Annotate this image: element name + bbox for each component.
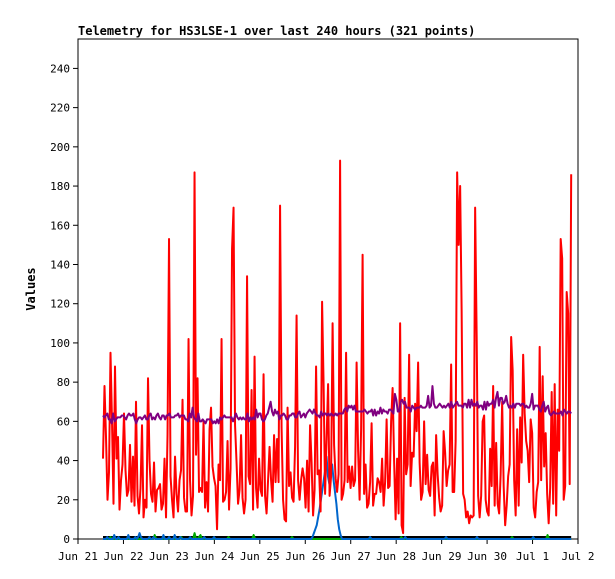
- chart-title: Telemetry for HS3LSE-1 over last 240 hou…: [78, 24, 475, 38]
- y-axis-label: Values: [24, 267, 38, 310]
- y-tick-label: 120: [50, 298, 70, 311]
- y-tick-label: 160: [50, 219, 70, 232]
- y-tick-label: 20: [57, 494, 70, 507]
- x-tick-label: Jun 28: [376, 550, 416, 563]
- y-tick-label: 80: [57, 376, 70, 389]
- y-axis: 0 20 40 60 80 100 120 140 160 180 200 220 240: [50, 62, 78, 546]
- x-axis: Jun 21 Jun 22 Jun 23 Jun 24 Jun 25 Jun 26 Jun …: [58, 539, 595, 563]
- series-line-0: [102, 159, 573, 535]
- x-tick-label: Jul 2: [561, 550, 594, 563]
- y-tick-label: 40: [57, 455, 70, 468]
- y-tick-label: 0: [63, 533, 70, 546]
- series-lines: [102, 159, 573, 540]
- x-tick-label: Jun 21: [58, 550, 98, 563]
- y-tick-label: 200: [50, 141, 70, 154]
- y-tick-label: 140: [50, 258, 70, 271]
- x-tick-label: Jul 1: [516, 550, 549, 563]
- y-tick-label: 60: [57, 415, 70, 428]
- series-line-2: [103, 455, 572, 540]
- x-tick-label: Jun 30: [467, 550, 507, 563]
- x-tick-label: Jun 29: [422, 550, 462, 563]
- y-tick-label: 240: [50, 62, 70, 75]
- x-tick-label: Jun 27: [331, 550, 371, 563]
- x-tick-label: Jun 24: [194, 550, 234, 563]
- x-tick-label: Jun 23: [149, 550, 189, 563]
- y-tick-label: 100: [50, 337, 70, 350]
- x-tick-label: Jun 22: [104, 550, 144, 563]
- y-tick-label: 180: [50, 180, 70, 193]
- x-tick-label: Jun 25: [240, 550, 280, 563]
- series-line-1: [102, 385, 572, 425]
- x-tick-label: Jun 26: [285, 550, 325, 563]
- y-tick-label: 220: [50, 102, 70, 115]
